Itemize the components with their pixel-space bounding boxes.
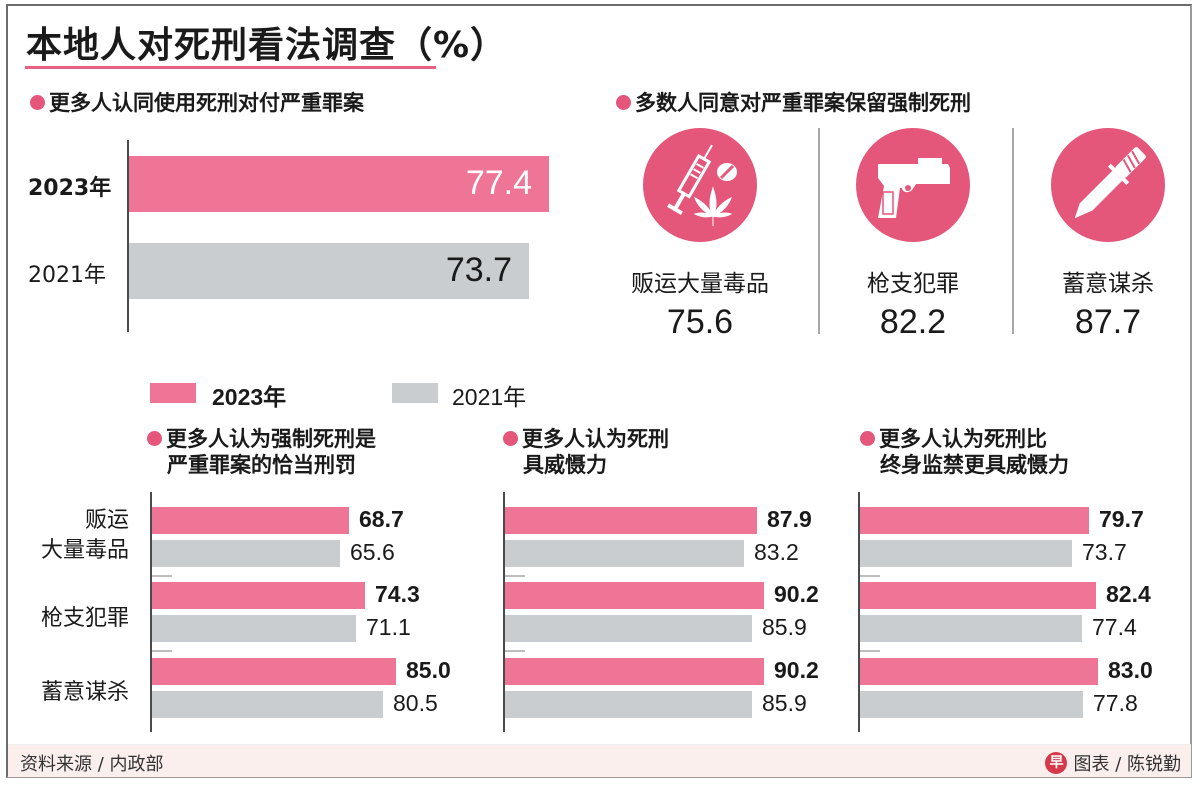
crime-value-murder: 87.7 xyxy=(1074,303,1142,341)
panel-tick xyxy=(860,575,880,577)
panel-bar xyxy=(152,658,396,685)
panel-bar xyxy=(152,582,365,609)
panel-tick xyxy=(505,650,525,652)
legend-label-2021: 2021年 xyxy=(452,384,527,410)
section1-heading: 更多人认同使用死刑对付严重罪案 xyxy=(30,90,364,116)
panel-bar xyxy=(860,615,1082,642)
panel2-heading: 更多人认为死刑 具威慑力 xyxy=(503,426,669,478)
footer: 资料来源 / 内政部 早图表 / 陈锐勤 xyxy=(8,744,1191,777)
panel-value-label: 85.0 xyxy=(406,657,451,683)
panel-value-label: 77.4 xyxy=(1092,614,1137,640)
crime-label-drugs: 贩运大量毒品 xyxy=(631,271,769,297)
crime-value-drugs: 75.6 xyxy=(666,303,734,341)
category-label-murder: 蓄意谋杀 xyxy=(40,680,129,705)
panel-bar xyxy=(860,582,1096,609)
panel-value-label: 77.8 xyxy=(1093,690,1138,716)
panel-value-label: 80.5 xyxy=(393,690,438,716)
panel-bar xyxy=(505,507,757,534)
graphic-credit-text: 图表 / 陈锐勤 xyxy=(1073,754,1181,775)
top-chart-value-label: 73.7 xyxy=(445,251,512,289)
title-underline xyxy=(25,66,436,69)
top-chart-value-label: 77.4 xyxy=(465,164,532,202)
panel-bar xyxy=(152,540,340,567)
panel-value-label: 65.6 xyxy=(350,539,395,565)
panel-bar xyxy=(860,507,1089,534)
panel-axis xyxy=(503,492,505,732)
crime-value-firearms: 82.2 xyxy=(879,303,947,341)
panel-tick xyxy=(152,575,172,577)
panel1-heading-line1: 更多人认为强制死刑是 xyxy=(166,427,376,451)
panel-tick xyxy=(505,575,525,577)
panel-value-label: 90.2 xyxy=(774,657,819,683)
legend-swatch-2023 xyxy=(150,383,196,403)
panel-value-label: 74.3 xyxy=(375,581,420,607)
category-label-drugs: 贩运 大量毒品 xyxy=(41,506,129,566)
panel1-heading-line2: 严重罪案的恰当刑罚 xyxy=(167,453,356,477)
panel2-heading-line2: 具威慑力 xyxy=(523,453,607,477)
panel-value-label: 85.9 xyxy=(762,690,807,716)
panel-value-label: 71.1 xyxy=(366,614,411,640)
top-chart-bar xyxy=(129,156,549,212)
panel-bar xyxy=(152,615,356,642)
bullet-dot-icon xyxy=(860,430,875,446)
top-chart-bar xyxy=(129,243,529,299)
column-divider xyxy=(818,128,820,334)
panel-value-label: 85.9 xyxy=(762,614,807,640)
bullet-dot-icon xyxy=(616,94,631,110)
category-label-firearms: 枪支犯罪 xyxy=(40,606,129,631)
panel-bar xyxy=(860,540,1072,567)
drugs-syringe-icon xyxy=(643,128,757,242)
infographic-frame xyxy=(6,4,1192,778)
panel-value-label: 68.7 xyxy=(359,506,404,532)
category-label-drugs-line2: 大量毒品 xyxy=(40,538,129,563)
top-chart-axis xyxy=(127,140,129,332)
panel1-heading: 更多人认为强制死刑是 严重罪案的恰当刑罚 xyxy=(147,426,376,478)
panel-value-label: 90.2 xyxy=(774,581,819,607)
panel-value-label: 87.9 xyxy=(767,506,812,532)
panel-bar xyxy=(860,658,1098,685)
section2-heading-text: 多数人同意对严重罪案保留强制死刑 xyxy=(635,91,971,115)
panel-bar xyxy=(505,540,744,567)
panel-bar xyxy=(505,582,764,609)
panel-bar xyxy=(505,658,764,685)
crime-label-firearms: 枪支犯罪 xyxy=(867,271,959,297)
panel3-heading-line1: 更多人认为死刑比 xyxy=(879,427,1047,451)
crime-label-murder: 蓄意谋杀 xyxy=(1062,271,1154,297)
panel3-heading-line2: 终身监禁更具威慑力 xyxy=(880,453,1069,477)
top-chart-year-label: 2021年 xyxy=(28,263,106,288)
zaobao-logo-icon: 早 xyxy=(1045,752,1068,774)
panel-value-label: 83.2 xyxy=(754,539,799,565)
panel-axis xyxy=(150,492,152,732)
column-divider xyxy=(1012,128,1014,334)
panel-bar xyxy=(505,615,752,642)
panel3-heading: 更多人认为死刑比 终身监禁更具威慑力 xyxy=(860,426,1069,478)
panel-bar xyxy=(505,691,752,718)
panel-bar xyxy=(152,691,383,718)
legend-swatch-2021 xyxy=(392,383,438,403)
panel-bar xyxy=(152,507,349,534)
panel-tick xyxy=(152,650,172,652)
page-title: 本地人对死刑看法调查（%） xyxy=(26,25,508,66)
category-label-drugs-line1: 贩运 xyxy=(84,508,129,533)
pistol-icon xyxy=(856,128,970,242)
panel-bar xyxy=(860,691,1083,718)
legend-label-2023: 2023年 xyxy=(212,384,287,410)
bullet-dot-icon xyxy=(503,430,518,446)
bullet-dot-icon xyxy=(147,430,162,446)
panel-axis xyxy=(858,492,860,732)
panel-tick xyxy=(860,650,880,652)
panel2-heading-line1: 更多人认为死刑 xyxy=(522,427,669,451)
panel-value-label: 73.7 xyxy=(1082,539,1127,565)
knife-icon xyxy=(1051,128,1165,242)
panel-value-label: 83.0 xyxy=(1108,657,1153,683)
section1-heading-text: 更多人认同使用死刑对付严重罪案 xyxy=(49,91,364,115)
bullet-dot-icon xyxy=(30,94,45,110)
source-credit: 资料来源 / 内政部 xyxy=(20,754,164,775)
graphic-credit: 早图表 / 陈锐勤 xyxy=(1045,750,1181,776)
panel-value-label: 79.7 xyxy=(1099,506,1144,532)
panel-value-label: 82.4 xyxy=(1106,581,1151,607)
top-chart-year-label: 2023年 xyxy=(28,176,112,201)
section2-heading: 多数人同意对严重罪案保留强制死刑 xyxy=(616,90,971,116)
